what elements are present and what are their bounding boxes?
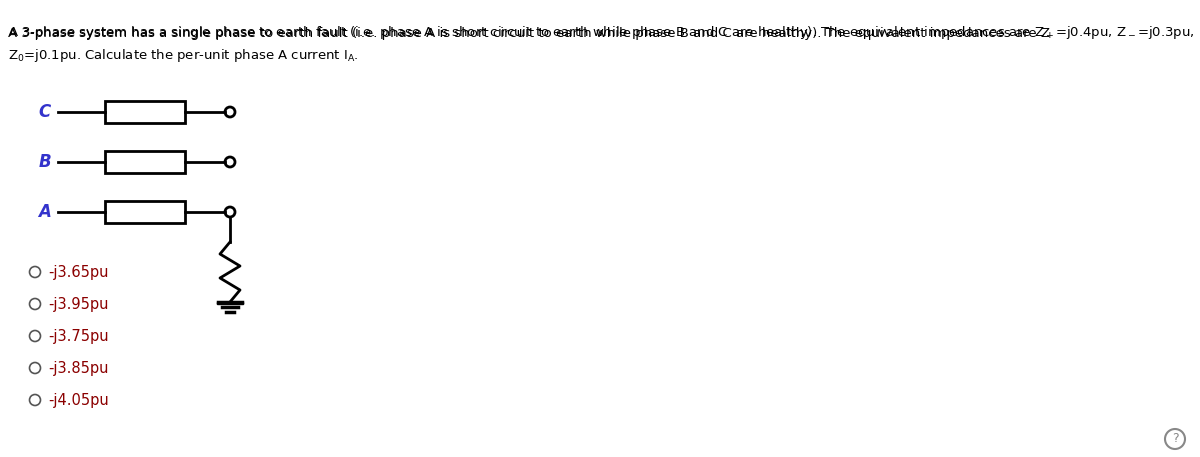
Circle shape <box>30 330 41 341</box>
Text: B: B <box>38 153 52 171</box>
FancyBboxPatch shape <box>106 201 185 223</box>
Circle shape <box>226 157 235 167</box>
Text: -j4.05pu: -j4.05pu <box>48 393 109 408</box>
Text: A 3-phase system has a single phase to earth fault (i.e. phase A is short circui: A 3-phase system has a single phase to e… <box>8 24 1195 41</box>
FancyBboxPatch shape <box>106 101 185 123</box>
Text: C: C <box>38 103 52 121</box>
Text: -j3.95pu: -j3.95pu <box>48 297 108 312</box>
Circle shape <box>30 394 41 405</box>
Circle shape <box>1165 429 1186 449</box>
FancyBboxPatch shape <box>106 151 185 173</box>
Polygon shape <box>217 302 242 304</box>
Circle shape <box>30 362 41 373</box>
Text: $\mathregular{Z_0}$=j0.1pu. Calculate the per-unit phase A current $\mathregular: $\mathregular{Z_0}$=j0.1pu. Calculate th… <box>8 47 359 64</box>
Text: -j3.75pu: -j3.75pu <box>48 329 109 344</box>
Text: -j3.85pu: -j3.85pu <box>48 361 108 376</box>
Text: A 3-phase system has a single phase to earth fault (i.e. phase A is short circui: A 3-phase system has a single phase to e… <box>8 27 1050 40</box>
Text: -j3.65pu: -j3.65pu <box>48 265 108 280</box>
Circle shape <box>30 298 41 309</box>
Circle shape <box>226 207 235 217</box>
Text: A: A <box>38 203 52 221</box>
Circle shape <box>226 107 235 117</box>
Text: ?: ? <box>1171 432 1178 446</box>
Circle shape <box>30 266 41 277</box>
